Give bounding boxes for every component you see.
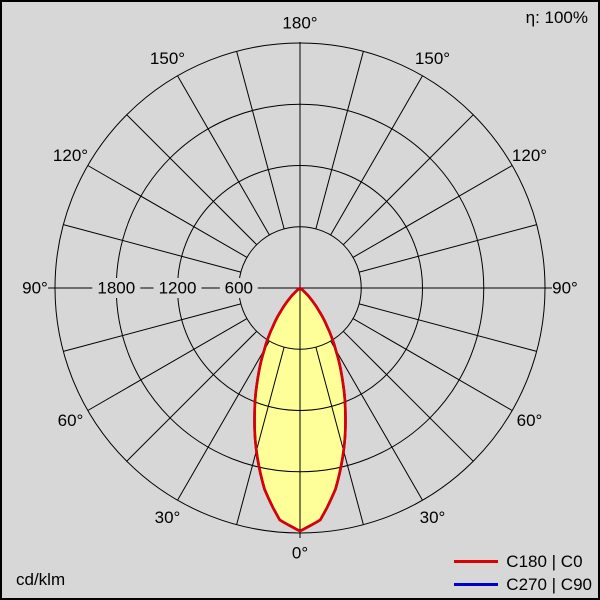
grid-spoke-300 [87, 318, 248, 411]
legend-line-red-icon [454, 560, 499, 563]
angle-label-30-left: 30° [155, 508, 181, 527]
grid-spoke-195 [236, 51, 285, 229]
angle-label-60-left: 60° [58, 411, 84, 430]
grid-spoke-15 [315, 347, 364, 525]
grid-spoke-105 [359, 224, 537, 273]
legend-label-c180-c0: C180 | C0 [506, 551, 583, 571]
ring-label-1800: 1800 [97, 279, 135, 298]
legend: C180 | C0 C270 | C90 [454, 551, 592, 594]
ring-label-bg-1200 [153, 278, 202, 298]
legend-item-c270-c90: C270 | C90 [454, 574, 592, 594]
grid-spoke-165 [315, 51, 364, 229]
grid-spoke-255 [63, 224, 241, 273]
grid-spoke-135 [342, 114, 474, 246]
curve-c180-c0 [253, 286, 347, 533]
grid-spoke-225 [126, 114, 258, 246]
legend-label-c270-c90: C270 | C90 [506, 574, 592, 594]
ring-label-1200: 1200 [159, 279, 197, 298]
grid-spoke-120 [352, 165, 513, 258]
grid-spoke-75 [359, 303, 537, 352]
grid-spoke-150 [330, 75, 423, 236]
grid-spoke-285 [63, 303, 241, 352]
grid-spoke-45 [342, 330, 474, 462]
efficiency-label: η: 100% [525, 8, 588, 27]
grid-spoke-345 [236, 347, 285, 525]
grid-spoke-60 [352, 318, 513, 411]
legend-line-blue-icon [454, 583, 499, 586]
grid-spoke-315 [126, 330, 258, 462]
legend-item-c180-c0: C180 | C0 [454, 551, 583, 571]
unit-label: cd/klm [16, 570, 66, 589]
ring-label-bg-1800 [92, 278, 141, 298]
angle-label-180: 180° [282, 14, 317, 33]
angle-label-150-left: 150° [150, 49, 185, 68]
ring-label-600: 600 [225, 279, 253, 298]
grid-spoke-240 [87, 165, 248, 258]
angle-label-0: 0° [292, 544, 308, 563]
angle-label-60-right: 60° [517, 411, 543, 430]
grid-spoke-210 [177, 75, 270, 236]
angle-label-90-left: 90° [22, 279, 48, 298]
angle-label-120-left: 120° [53, 146, 88, 165]
angle-label-30-right: 30° [420, 508, 446, 527]
angle-label-120-right: 120° [512, 146, 547, 165]
angle-label-90-right: 90° [552, 279, 578, 298]
ring-label-bg-600 [219, 278, 258, 298]
grid-spoke-330 [177, 340, 270, 501]
grid-spoke-30 [330, 340, 423, 501]
angle-label-150-right: 150° [415, 49, 450, 68]
